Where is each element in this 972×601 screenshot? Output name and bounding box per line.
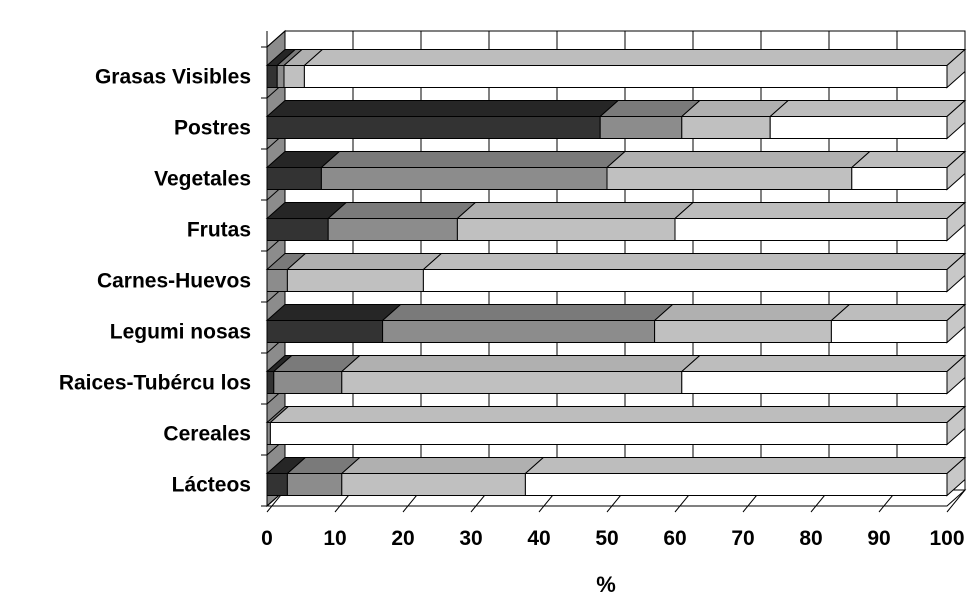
bar-segment [266, 320, 384, 343]
bar-top-face [265, 304, 402, 321]
bar-segment [320, 167, 608, 190]
bar-segment [266, 473, 288, 496]
x-tick-label: 40 [527, 527, 550, 550]
bar-top-face [605, 151, 872, 168]
x-axis-title: % [596, 572, 616, 597]
bar-top-face [320, 151, 627, 168]
bar-segment [830, 320, 948, 343]
bar-segment [599, 116, 683, 139]
x-tick-label: 100 [929, 527, 964, 550]
bar-top-face [680, 355, 967, 372]
bar-segment [266, 65, 278, 88]
x-tick-label: 0 [261, 527, 273, 550]
bar-end-face [946, 354, 966, 395]
bar-segment [266, 269, 288, 292]
bar-segments [265, 48, 967, 497]
bar-segment [674, 218, 948, 241]
bar-end-face [946, 150, 966, 191]
bar-segment [341, 371, 683, 394]
x-tick-label: 30 [459, 527, 482, 550]
bar-segment [524, 473, 948, 496]
bar-top-face [653, 304, 851, 321]
x-tick-labels: 0 10 20 30 40 50 60 70 80 90 100 [261, 527, 964, 550]
bar-top-face [326, 202, 477, 219]
category-label: Frutas [187, 219, 251, 242]
x-tick-label: 60 [663, 527, 686, 550]
bar-segment [456, 218, 676, 241]
category-label: Carnes-Huevos [97, 270, 251, 293]
row-divider [266, 30, 286, 48]
bar-segment [269, 422, 948, 445]
bar-segment [327, 218, 458, 241]
category-label: Cereales [163, 423, 251, 446]
bar-segment [681, 371, 948, 394]
bar-top-face [768, 100, 967, 117]
bar-end-face [946, 405, 966, 446]
bar-top-face [340, 355, 702, 372]
bar-top-face [381, 304, 674, 321]
x-tick-label: 90 [867, 527, 890, 550]
bar-top-face [303, 49, 967, 66]
axis-lines [266, 31, 947, 507]
bar-top-face [456, 202, 695, 219]
x-tick-label: 20 [391, 527, 414, 550]
bar-segment [654, 320, 832, 343]
bar-segment [266, 167, 322, 190]
x-tick-label: 50 [595, 527, 618, 550]
bar-segment [266, 371, 275, 394]
bar-top-face [422, 253, 967, 270]
bar-segment [382, 320, 656, 343]
bar-top-face [340, 457, 545, 474]
bar-segment [286, 269, 424, 292]
bar-top-face [265, 100, 620, 117]
bar-segment [283, 65, 305, 88]
bar-top-face [524, 457, 967, 474]
bar-segment [606, 167, 853, 190]
bar-top-face [850, 151, 967, 168]
category-label: Grasas Visibles [95, 66, 251, 89]
bar-end-face [946, 303, 966, 344]
bar-segment [266, 422, 271, 445]
x-tick-label: 70 [731, 527, 754, 550]
category-label: Lácteos [172, 474, 251, 497]
bar-segment [422, 269, 948, 292]
bar-segment [266, 116, 601, 139]
bar-top-face [286, 253, 443, 270]
bar-top-face [830, 304, 967, 321]
category-labels: Lácteos Cereales Raices-Tubércu los Legumi … [59, 66, 251, 497]
category-label: Postres [174, 117, 251, 140]
x-tick-label: 10 [323, 527, 346, 550]
bar-top-face [673, 202, 967, 219]
bar-top-face [269, 406, 967, 423]
bar-segment [681, 116, 771, 139]
bar-segment [276, 65, 285, 88]
category-label: Raices-Tubércu los [59, 372, 251, 395]
bar-segment [286, 473, 343, 496]
bar-segment [266, 218, 329, 241]
bar-end-face [946, 456, 966, 497]
bar-segment [769, 116, 948, 139]
x-tick-label: 80 [799, 527, 822, 550]
category-label: Vegetales [154, 168, 251, 191]
bar-segment [851, 167, 948, 190]
bar-segment [273, 371, 343, 394]
bar-end-face [946, 99, 966, 140]
bar-end-face [946, 48, 966, 89]
bar-end-face [946, 252, 966, 293]
bar-segment [341, 473, 526, 496]
bar-segment [303, 65, 948, 88]
bar-end-face [946, 201, 966, 242]
floor-gridline [946, 489, 966, 513]
category-label: Legumi nosas [110, 321, 251, 344]
